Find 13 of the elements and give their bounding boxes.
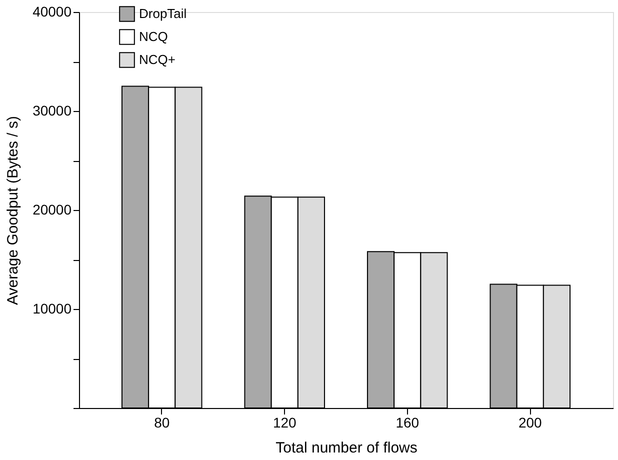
- x-tick-label: 160: [396, 414, 420, 430]
- x-axis-title: Total number of flows: [276, 440, 418, 456]
- legend-label: NCQ+: [139, 52, 176, 67]
- x-tick-label: 80: [154, 414, 170, 430]
- y-tick-label: 20000: [32, 202, 72, 218]
- legend-label: DropTail: [139, 6, 187, 21]
- y-tick-label: 30000: [32, 102, 72, 118]
- x-tick-label: 120: [272, 414, 297, 430]
- y-tick-label: 40000: [32, 4, 72, 20]
- legend-label: NCQ: [139, 29, 168, 44]
- y-axis-title: Average Goodput (Bytes / s): [4, 116, 22, 305]
- y-tick-label: 10000: [32, 300, 72, 316]
- x-tick-label: 200: [518, 414, 542, 430]
